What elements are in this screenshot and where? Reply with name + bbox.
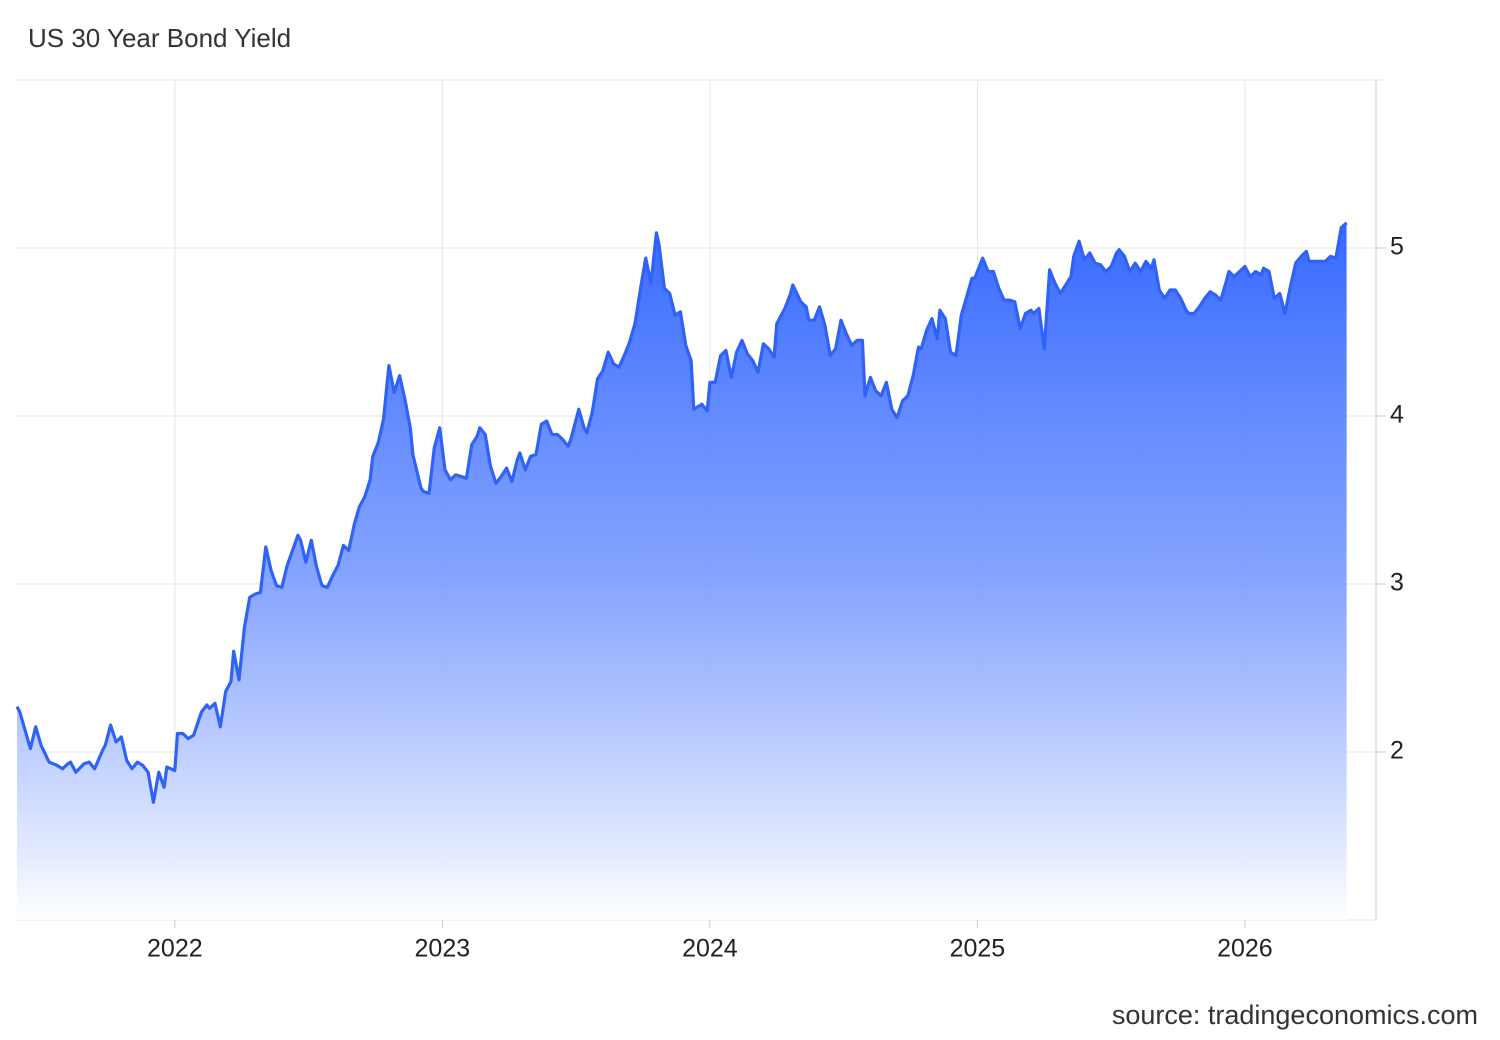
y-tick-label: 3 xyxy=(1390,569,1404,597)
x-tick-label: 2023 xyxy=(415,935,471,963)
y-tick-label: 4 xyxy=(1390,401,1404,429)
x-tick-label: 2025 xyxy=(950,935,1006,963)
y-tick-label: 2 xyxy=(1390,737,1404,765)
x-tick-label: 2022 xyxy=(147,935,203,963)
source-note: source: tradingeconomics.com xyxy=(1112,1000,1478,1030)
x-tick-label: 2026 xyxy=(1217,935,1273,963)
x-tick-label: 2024 xyxy=(682,935,738,963)
area-fill xyxy=(17,222,1347,921)
y-tick-label: 5 xyxy=(1390,233,1404,261)
chart-title: US 30 Year Bond Yield xyxy=(28,23,291,53)
line xyxy=(15,221,1348,804)
